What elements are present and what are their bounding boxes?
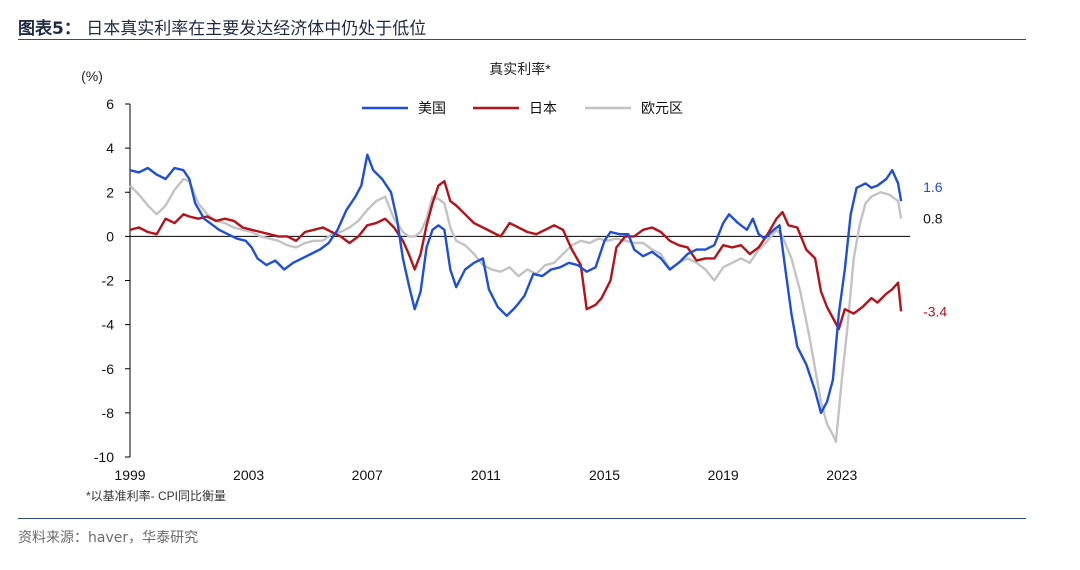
x-tick-label: 2019 <box>708 467 739 483</box>
series-end-label: -3.4 <box>923 303 947 319</box>
y-tick-label: -6 <box>102 361 115 377</box>
series-line-1 <box>129 180 903 331</box>
figure-label: 图表5： <box>18 19 81 39</box>
chart-footnote: *以基准利率- CPI同比衡量 <box>86 488 226 503</box>
legend-label: 美国 <box>418 100 446 116</box>
end-labels: 1.6 -3.4 0.8 <box>923 179 947 319</box>
x-tick-label: 2011 <box>471 467 501 483</box>
x-axis: 1999 2003 2007 2011 2015 2019 2023 <box>114 235 910 483</box>
x-tick-label: 2023 <box>826 467 857 483</box>
series-line-2 <box>129 177 903 443</box>
y-axis: 6 4 2 0 -2 -4 -6 -8 -10 <box>94 96 131 465</box>
source-note: 资料来源：haver，华泰研究 <box>18 530 199 546</box>
series-line-0 <box>129 153 903 415</box>
y-tick-label: -8 <box>102 405 115 421</box>
x-tick-label: 2003 <box>233 467 264 483</box>
y-tick-label: 4 <box>106 140 114 156</box>
legend-label: 欧元区 <box>641 100 683 116</box>
figure-title-text: 日本真实利率在主要发达经济体中仍处于低位 <box>86 19 427 39</box>
chart-title: 真实利率* <box>489 61 551 77</box>
figure-title: 图表5： 日本真实利率在主要发达经济体中仍处于低位 <box>18 14 426 39</box>
x-tick-label: 2015 <box>589 467 620 483</box>
series-end-label: 1.6 <box>923 179 943 195</box>
legend: 美国 日本 欧元区 <box>362 100 683 116</box>
series-end-label: 0.8 <box>923 211 943 227</box>
y-tick-label: -2 <box>102 273 115 289</box>
bottom-rule <box>18 518 1026 519</box>
x-tick-label: 2007 <box>352 467 383 483</box>
top-rule <box>18 39 1026 40</box>
y-tick-label: 2 <box>106 184 114 200</box>
y-axis-unit-label: (%) <box>81 68 103 84</box>
x-tick-label: 1999 <box>114 467 145 483</box>
legend-label: 日本 <box>529 100 557 116</box>
y-tick-label: 6 <box>106 96 114 112</box>
y-tick-label: 0 <box>106 228 114 244</box>
series-layer <box>129 153 903 443</box>
y-tick-label: -4 <box>102 317 115 333</box>
y-tick-label: -10 <box>94 449 114 465</box>
chart-area: 真实利率* (%) 美国 日本 欧元区 6 4 2 0 -2 -4 -6 -8 -10 1999 20… <box>81 61 947 503</box>
